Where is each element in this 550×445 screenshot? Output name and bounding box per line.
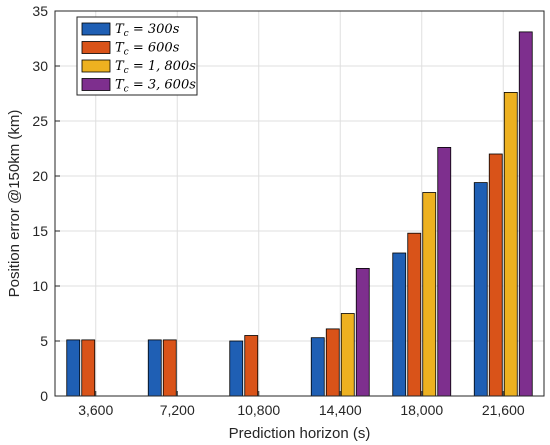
legend-swatch: [81, 59, 111, 73]
bar-group: [473, 31, 533, 397]
bar: [503, 92, 518, 397]
y-tick-label: 0: [40, 388, 48, 404]
grid-lines: [55, 10, 544, 397]
legend-label: Tc = 600s: [115, 41, 180, 58]
bar: [147, 339, 162, 397]
bar: [355, 267, 370, 397]
y-tick-label: 20: [32, 168, 48, 184]
y-tick-label: 35: [32, 3, 48, 19]
bar: [244, 335, 259, 397]
legend-item: Tc = 3, 600s: [81, 78, 196, 95]
x-tick-label: 7,200: [160, 402, 195, 418]
x-axis-label: Prediction horizon (s): [229, 425, 371, 442]
bar: [518, 31, 533, 397]
bar: [473, 182, 488, 397]
bar: [325, 328, 340, 397]
bar-group: [66, 339, 96, 397]
bar: [340, 313, 355, 397]
y-tick-label: 30: [32, 58, 48, 74]
legend-swatch: [81, 78, 111, 91]
y-axis-label: Position error @150km (km): [6, 110, 23, 298]
y-tick-label: 5: [40, 333, 48, 349]
x-tick-label: 3,600: [78, 402, 113, 418]
legend-swatch: [81, 22, 111, 36]
bar: [488, 153, 503, 397]
bar: [81, 339, 96, 397]
bar: [392, 252, 407, 397]
bar: [229, 340, 244, 397]
y-axis-ticks: 0 5 10 15 20 25 30 35: [32, 3, 60, 404]
legend-item: Tc = 1, 800s: [81, 59, 196, 76]
bar-group: [147, 339, 177, 397]
bar: [407, 232, 422, 397]
legend-label: Tc = 300s: [115, 22, 180, 39]
y-tick-label: 10: [32, 278, 48, 294]
legend-swatch: [81, 41, 111, 54]
x-tick-label: 10,800: [237, 402, 280, 418]
bar-group: [229, 335, 259, 397]
legend-label: Tc = 3, 600s: [115, 78, 196, 95]
legend-item: Tc = 300s: [81, 22, 180, 39]
x-axis-ticks: 3,600 7,200 10,800 14,400 18,000 21,600: [78, 391, 525, 418]
bar: [422, 192, 437, 397]
plot-area: [54, 10, 545, 397]
x-tick-label: 18,000: [400, 402, 443, 418]
bar: [162, 339, 177, 397]
x-tick-label: 21,600: [482, 402, 525, 418]
bar: [310, 337, 325, 397]
bar: [66, 339, 81, 397]
y-tick-label: 25: [32, 113, 48, 129]
x-tick-label: 14,400: [319, 402, 362, 418]
bar: [437, 146, 452, 397]
legend-label: Tc = 1, 800s: [115, 59, 196, 76]
legend-item: Tc = 600s: [81, 41, 180, 58]
y-tick-label: 15: [32, 223, 48, 239]
